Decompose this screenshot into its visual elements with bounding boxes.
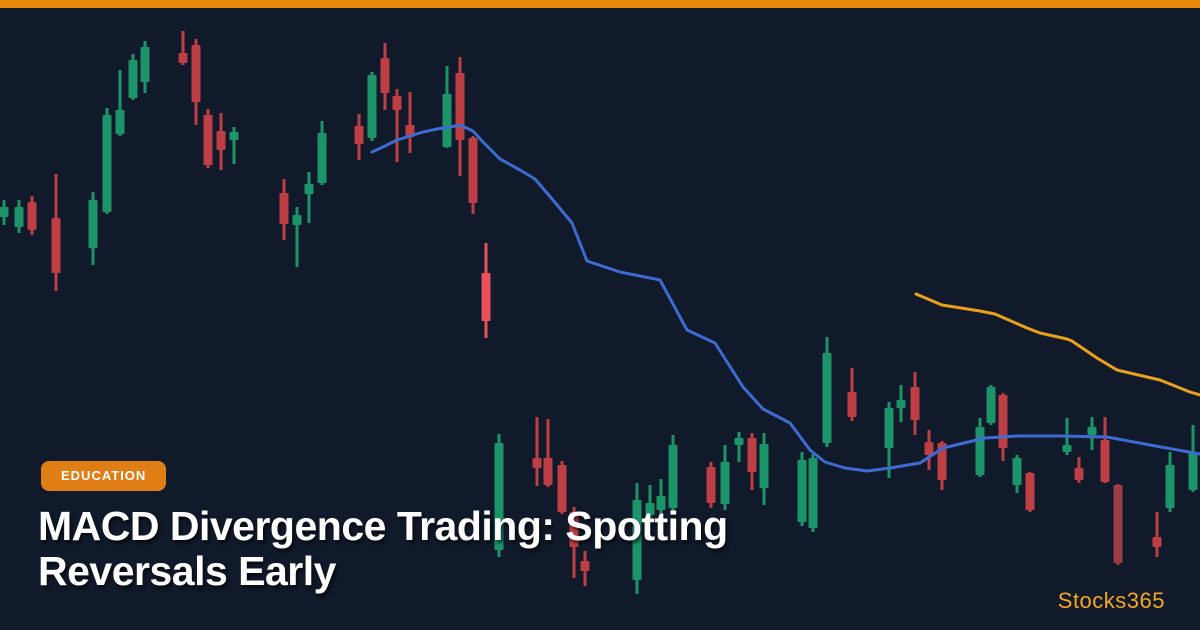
brand-logo-text: Stocks365 (1057, 588, 1165, 613)
page-title: MACD Divergence Trading: Spotting Revers… (38, 503, 728, 594)
top-accent-bar (0, 0, 1200, 8)
education-badge-label: EDUCATION (61, 468, 147, 483)
education-badge: EDUCATION (41, 461, 167, 491)
